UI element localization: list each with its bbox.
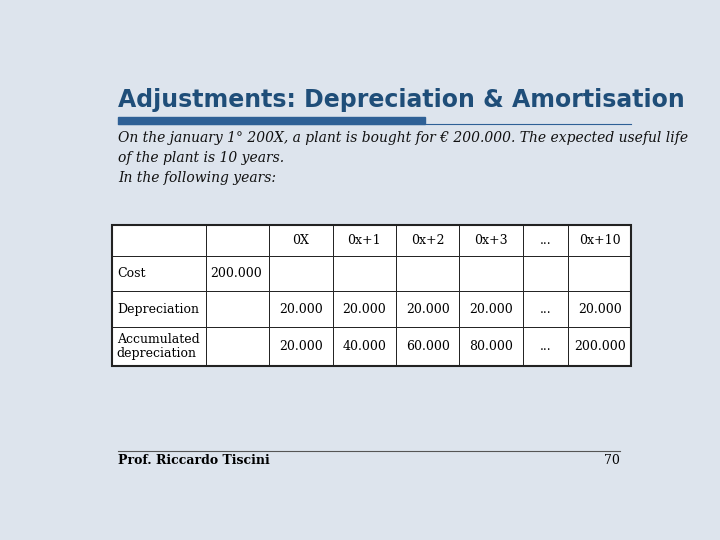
Text: ...: ... bbox=[539, 234, 551, 247]
Bar bbox=[333, 256, 396, 292]
Bar bbox=[118, 117, 425, 124]
Text: 80.000: 80.000 bbox=[469, 340, 513, 353]
Bar bbox=[459, 327, 523, 366]
Text: 20.000: 20.000 bbox=[577, 302, 621, 315]
Text: 0x+2: 0x+2 bbox=[411, 234, 444, 247]
Text: Accumulated
depreciation: Accumulated depreciation bbox=[117, 333, 199, 360]
Text: Prof. Riccardo Tiscini: Prof. Riccardo Tiscini bbox=[118, 454, 270, 467]
Bar bbox=[206, 327, 269, 366]
Bar bbox=[333, 225, 396, 256]
Bar bbox=[459, 292, 523, 327]
Bar bbox=[459, 225, 523, 256]
Bar bbox=[206, 292, 269, 327]
Bar bbox=[523, 292, 568, 327]
Bar bbox=[333, 327, 396, 366]
Bar bbox=[269, 225, 333, 256]
Text: 20.000: 20.000 bbox=[406, 302, 449, 315]
Text: 0x+10: 0x+10 bbox=[579, 234, 621, 247]
Text: 20.000: 20.000 bbox=[279, 302, 323, 315]
Text: 200.000: 200.000 bbox=[574, 340, 626, 353]
Text: Adjustments: Depreciation & Amortisation: Adjustments: Depreciation & Amortisation bbox=[118, 87, 685, 112]
Bar bbox=[112, 256, 206, 292]
Bar bbox=[206, 256, 269, 292]
Bar bbox=[269, 327, 333, 366]
Text: On the january 1° 200X, a plant is bought for € 200.000. The expected useful lif: On the january 1° 200X, a plant is bough… bbox=[118, 131, 688, 185]
Text: Depreciation: Depreciation bbox=[117, 302, 199, 315]
Bar bbox=[523, 225, 568, 256]
Text: 40.000: 40.000 bbox=[342, 340, 386, 353]
Bar bbox=[396, 256, 459, 292]
Bar bbox=[568, 327, 631, 366]
Bar bbox=[112, 327, 206, 366]
Bar bbox=[396, 225, 459, 256]
Bar bbox=[568, 225, 631, 256]
Bar bbox=[269, 292, 333, 327]
Bar bbox=[568, 292, 631, 327]
Bar bbox=[459, 256, 523, 292]
Bar bbox=[206, 225, 269, 256]
Bar bbox=[396, 292, 459, 327]
Text: ...: ... bbox=[539, 340, 551, 353]
Bar bbox=[112, 292, 206, 327]
Bar bbox=[112, 225, 206, 256]
Text: 0x+3: 0x+3 bbox=[474, 234, 508, 247]
Bar bbox=[333, 292, 396, 327]
Text: 20.000: 20.000 bbox=[343, 302, 386, 315]
Text: 0x+1: 0x+1 bbox=[348, 234, 381, 247]
Bar bbox=[523, 256, 568, 292]
Bar bbox=[568, 256, 631, 292]
Text: 20.000: 20.000 bbox=[279, 340, 323, 353]
Bar bbox=[112, 225, 631, 366]
Text: 20.000: 20.000 bbox=[469, 302, 513, 315]
Bar bbox=[269, 256, 333, 292]
Text: 60.000: 60.000 bbox=[405, 340, 449, 353]
Bar bbox=[523, 327, 568, 366]
Text: Cost: Cost bbox=[117, 267, 145, 280]
Text: 70: 70 bbox=[604, 454, 620, 467]
Bar bbox=[396, 327, 459, 366]
Text: 200.000: 200.000 bbox=[210, 267, 262, 280]
Text: ...: ... bbox=[539, 302, 551, 315]
Text: 0X: 0X bbox=[292, 234, 310, 247]
